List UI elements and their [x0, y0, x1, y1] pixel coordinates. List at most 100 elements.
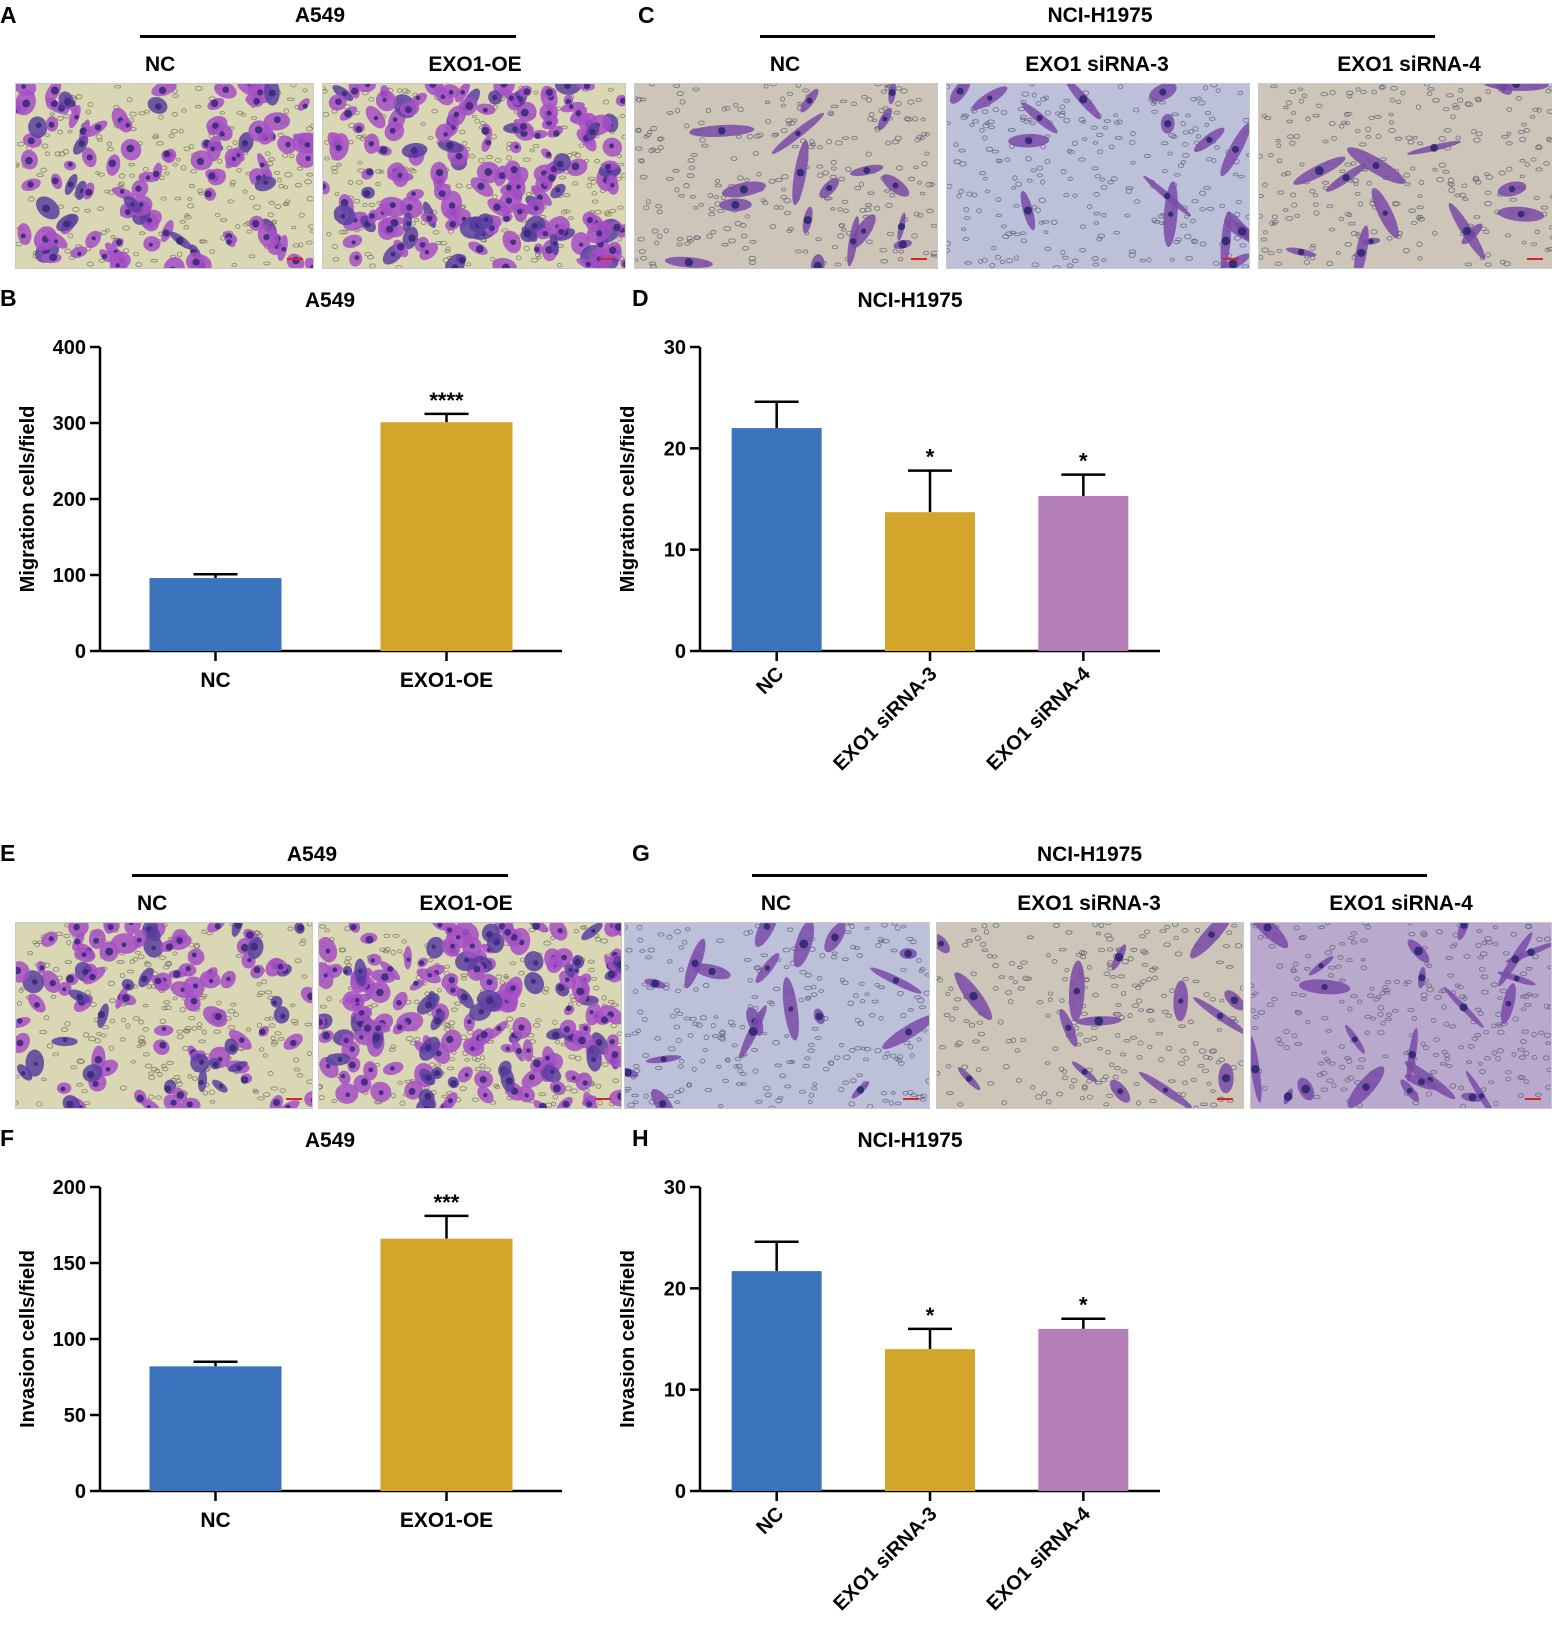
- chart-f-ytick-label: 200: [53, 1177, 86, 1199]
- micrograph-stained-cells: [1251, 923, 1551, 1108]
- chart-b-title: A549: [305, 289, 355, 312]
- chart-f-bar-0: [149, 1366, 282, 1491]
- panel-letter-b: B: [0, 285, 17, 311]
- micrograph-background: [16, 923, 312, 1108]
- chart-f-ytick-label: 0: [75, 1481, 86, 1503]
- panel-e-cell-line: A549: [286, 843, 338, 866]
- micrograph-c-nc-image: [635, 84, 937, 268]
- panel-c-cell-line: NCI-H1975: [1047, 4, 1153, 27]
- micrograph-stained-cells: [625, 923, 929, 1108]
- micrograph-c-sirna3-image: [947, 84, 1249, 268]
- panel-a-cell-line: A549: [294, 4, 346, 27]
- micrograph-a-exo1-oe-image: [323, 84, 625, 268]
- chart-h-title: NCI-H1975: [857, 1129, 962, 1152]
- chart-d-xtick-label-2: EXO1 siRNA-4: [983, 662, 1096, 775]
- panel-g-group-rule: [752, 874, 1427, 877]
- chart-f-title: A549: [305, 1129, 355, 1152]
- micrograph-pores: [947, 84, 1249, 268]
- chart-h-ylabel: Invasion cells/field: [620, 1250, 639, 1428]
- chart-h-xtick-label-0: NC: [752, 1503, 788, 1539]
- chart-f-xtick-label-0: NC: [200, 1509, 230, 1532]
- panel-letter-e: E: [0, 840, 16, 866]
- micrograph-e-exo1-oe: [318, 922, 622, 1109]
- panel-a-label-nc: NC: [145, 53, 176, 76]
- chart-f-bar-1: [380, 1238, 513, 1491]
- chart-f-significance-1: ***: [434, 1190, 460, 1215]
- scale-bar: [287, 258, 303, 260]
- scale-bar: [1525, 1098, 1541, 1100]
- micrograph-c-sirna4: [1258, 83, 1552, 269]
- chart-h-ytick-label: 10: [664, 1380, 686, 1402]
- chart-f-ytick-label: 50: [64, 1405, 86, 1427]
- micrograph-e-nc-image: [16, 923, 312, 1108]
- chart-h-significance-1: *: [926, 1303, 935, 1328]
- chart-b-axes: 0 100 200 300 400: [53, 337, 562, 663]
- micrograph-a-nc-image: [16, 84, 313, 268]
- micrograph-stained-cells: [937, 923, 1243, 1108]
- scale-bar: [903, 1098, 919, 1100]
- chart-h-xtick-label-2: EXO1 siRNA-4: [983, 1502, 1096, 1615]
- panel-letter-h: H: [632, 1125, 649, 1151]
- scale-bar: [1223, 258, 1239, 260]
- micrograph-a-nc: [15, 83, 314, 269]
- scale-bar: [911, 258, 927, 260]
- chart-f-xtick-label-1: EXO1-OE: [400, 1509, 493, 1532]
- chart-d-title: NCI-H1975: [857, 289, 962, 312]
- panel-e-group-rule: [132, 874, 508, 877]
- chart-f-ytick-label: 100: [53, 1329, 86, 1351]
- micrograph-pores: [635, 84, 937, 268]
- chart-d-ylabel: Migration cells/field: [620, 406, 639, 593]
- chart-d-bar-0: [731, 428, 822, 651]
- chart-d-bar-2: [1038, 495, 1129, 651]
- chart-d-xtick-label-0: NC: [752, 663, 788, 699]
- micrograph-g-nc-image: [625, 923, 929, 1108]
- micrograph-g-sirna4: [1250, 922, 1552, 1109]
- micrograph-g-sirna3-image: [937, 923, 1243, 1108]
- micrograph-pores: [937, 923, 1243, 1108]
- panel-g-cell-line: NCI-H1975: [1036, 843, 1143, 866]
- micrograph-stained-cells: [1286, 84, 1549, 268]
- scale-bar: [599, 258, 615, 260]
- micrograph-g-nc: [624, 922, 930, 1109]
- micrograph-e-nc: [15, 922, 313, 1109]
- chart-f-ylabel: Invasion cells/field: [17, 1250, 39, 1428]
- chart-d-ytick-label: 0: [675, 641, 686, 663]
- chart-b-significance-1: ****: [429, 388, 464, 413]
- micrograph-c-sirna4-image: [1259, 84, 1552, 268]
- micrograph-stained-cells: [16, 923, 312, 1108]
- chart-d-ytick-label: 20: [664, 438, 686, 460]
- chart-d-bar-1: [885, 512, 975, 651]
- panel-c-label-sirna3: EXO1 siRNA-3: [1025, 53, 1169, 76]
- chart-b-ylabel: Migration cells/field: [17, 406, 39, 593]
- chart-b-bar-1: [380, 422, 513, 651]
- scale-bar: [286, 1098, 302, 1100]
- chart-d-ytick-label: 10: [664, 540, 686, 562]
- panel-g-label-sirna3: EXO1 siRNA-3: [1017, 892, 1161, 915]
- chart-h-ytick-label: 30: [664, 1177, 686, 1199]
- scale-bar: [595, 1098, 611, 1100]
- chart-d-significance-1: *: [926, 445, 935, 470]
- panel-c-label-nc: NC: [769, 53, 801, 76]
- chart-b-ytick-label: 200: [53, 489, 86, 511]
- micrograph-c-nc: [634, 83, 938, 269]
- panel-c-label-sirna4: EXO1 siRNA-4: [1337, 53, 1481, 76]
- chart-h-xtick-label-1: EXO1 siRNA-3: [829, 1503, 941, 1615]
- chart-h-bar-1: [885, 1349, 975, 1491]
- micrograph-c-sirna3: [946, 83, 1250, 269]
- scale-bar: [1217, 1098, 1233, 1100]
- chart-h-bar-2: [1038, 1328, 1129, 1491]
- chart-d-ytick-label: 30: [664, 337, 686, 359]
- panel-a-group-rule: [140, 35, 516, 38]
- chart-d-significance-2: *: [1079, 449, 1088, 474]
- chart-h: NCI-H1975 Invasion cells/field 0 10 20 30 NC * E…: [620, 1129, 1160, 1615]
- scale-bar: [1527, 258, 1543, 260]
- chart-b-xtick-label-1: EXO1-OE: [400, 669, 493, 692]
- chart-d-xtick-label-1: EXO1 siRNA-3: [829, 663, 941, 775]
- micrograph-stained-cells: [319, 923, 621, 1108]
- chart-b-ytick-label: 100: [53, 565, 86, 587]
- micrograph-stained-cells: [16, 84, 313, 268]
- micrograph-pores: [1259, 84, 1552, 267]
- panel-g-label-sirna4: EXO1 siRNA-4: [1329, 892, 1473, 915]
- chart-b-ytick-label: 300: [53, 413, 86, 435]
- micrograph-stained-cells: [323, 84, 625, 268]
